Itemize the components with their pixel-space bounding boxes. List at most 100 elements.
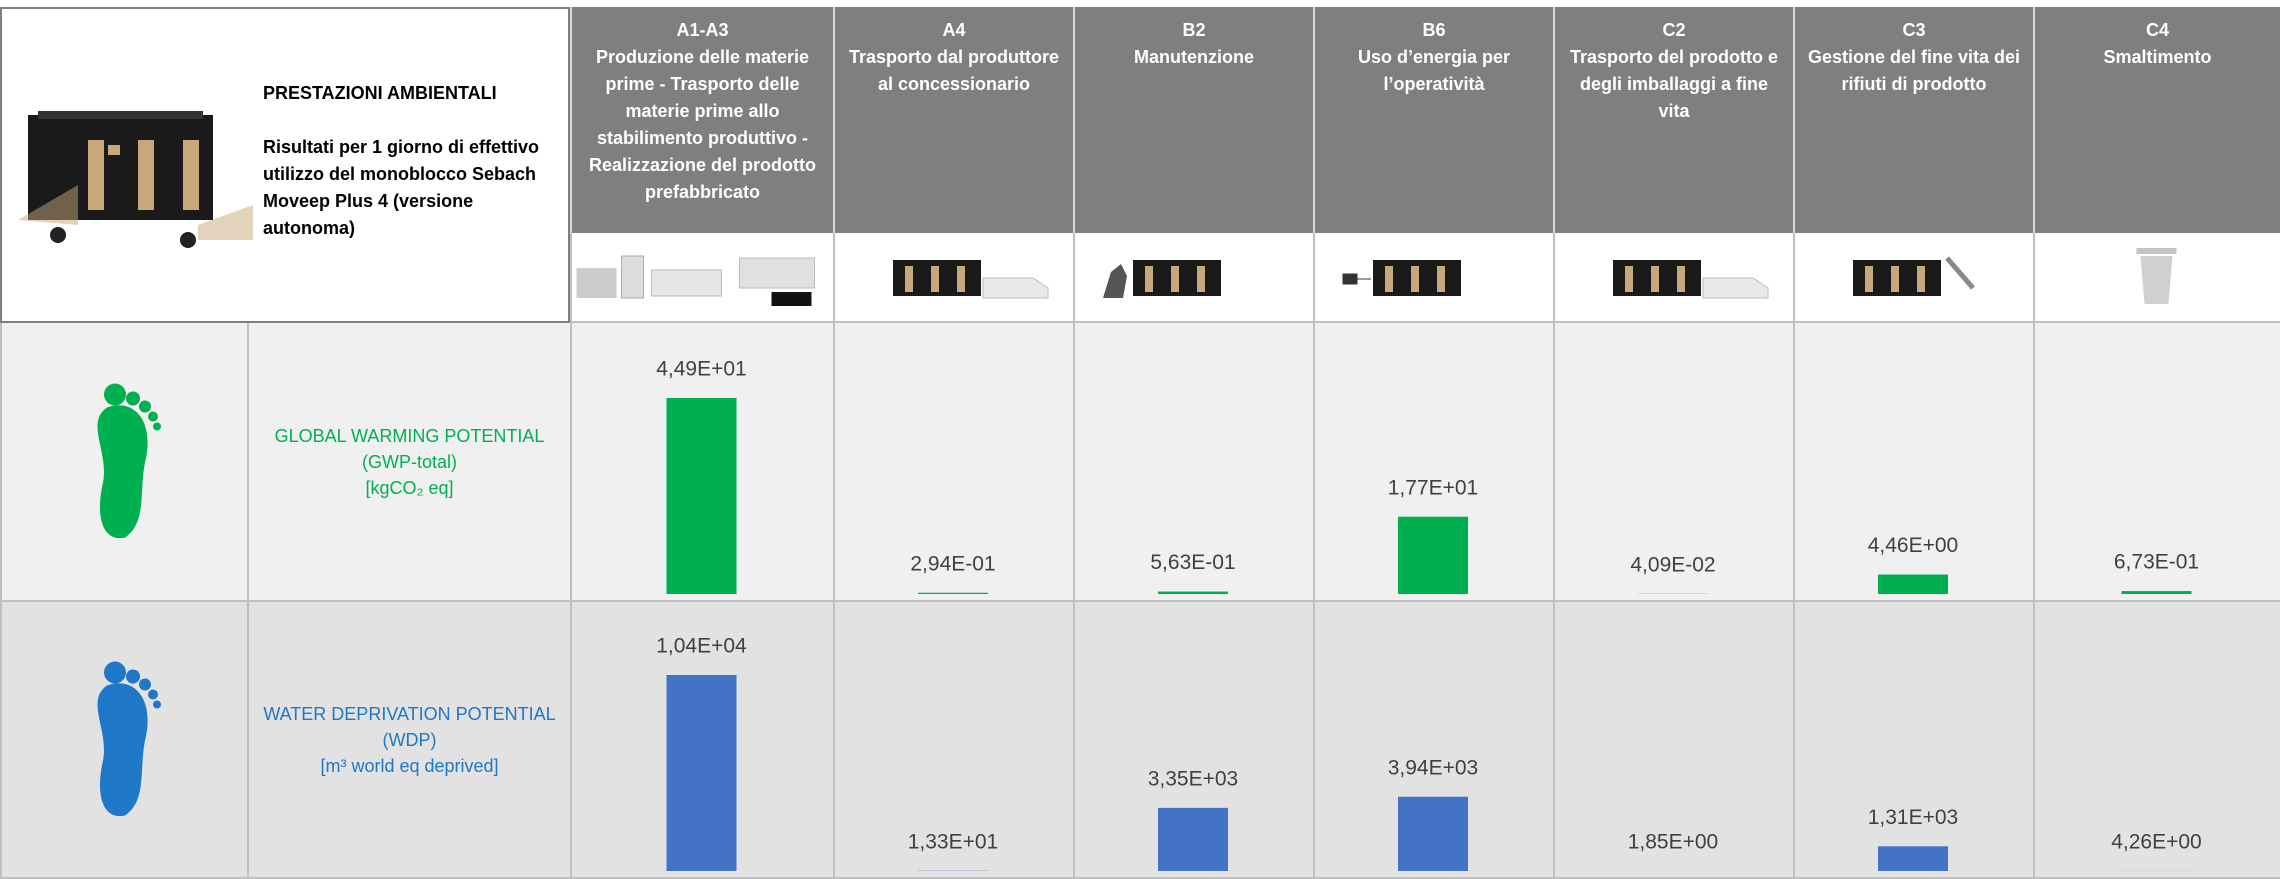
bar [1158, 591, 1228, 594]
value-cell [1313, 602, 1553, 879]
footprint-cell [0, 323, 247, 602]
stage-header: C3 Gestione del fine vita dei rifiuti di … [1793, 7, 2033, 233]
stage-name: Trasporto del prodotto e degli imballagg… [1569, 47, 1778, 121]
footprint-toe [153, 422, 161, 431]
footprint-sole [97, 405, 148, 539]
worker [1103, 264, 1127, 298]
footprint-icon [97, 661, 161, 817]
stage-code: B2 [1182, 20, 1206, 40]
door [905, 266, 913, 292]
door [1171, 266, 1179, 292]
value-cell [570, 323, 833, 602]
footprint-toe [126, 391, 140, 406]
value-cell [1553, 323, 1793, 602]
stage-icon [1853, 256, 1975, 296]
stage-code: A4 [942, 20, 966, 40]
stage-header: B2 Manutenzione [1073, 7, 1313, 233]
stage-name: Manutenzione [1134, 47, 1254, 67]
truck [982, 277, 1049, 299]
door [1411, 266, 1419, 292]
stage-header: C2 Trasporto del prodotto e degli imballa… [1553, 7, 1793, 233]
footprint-toe [104, 661, 126, 684]
indicator-label: GLOBAL WARMING POTENTIAL (GWP-total) [kgCO… [247, 323, 570, 602]
stage-code: C2 [1662, 20, 1686, 40]
value-label: 3,35E+03 [1148, 767, 1239, 790]
door [1145, 266, 1153, 292]
bin-lid [2136, 248, 2177, 254]
stage-name: Trasporto dal produttore al concessionar… [848, 47, 1059, 94]
stage-icon [1342, 260, 1461, 296]
bin-icon [2140, 256, 2173, 304]
door [1917, 266, 1925, 292]
indicator-unit: [m³ world eq deprived] [320, 755, 499, 776]
truck [1702, 277, 1769, 299]
footprint-toe [148, 411, 158, 422]
stage-header: C4 Smaltimento [2033, 7, 2280, 233]
stage-name: Uso d’energia per l’operatività [1357, 47, 1511, 94]
door [1651, 266, 1659, 292]
stage-icon [2136, 248, 2177, 304]
value-label: 2,94E-01 [910, 552, 995, 575]
header-text: PRESTAZIONI AMBIENTALI Risultati per 1 g… [263, 80, 563, 242]
value-label: 4,26E+00 [2111, 830, 2202, 853]
footprint-icon [97, 383, 161, 539]
value-cell [2033, 323, 2280, 602]
bar [1878, 574, 1948, 594]
indicator-label: WATER DEPRIVATION POTENTIAL (WDP) [m³ worl… [247, 602, 570, 879]
value-label: 1,85E+00 [1628, 831, 1719, 854]
footprint-toe [148, 689, 158, 700]
value-label: 1,77E+01 [1388, 476, 1479, 499]
door [1437, 266, 1445, 292]
value-cell [1073, 602, 1313, 879]
value-cell [1793, 323, 2033, 602]
footprint-sole [97, 683, 148, 817]
header-description: Risultati per 1 giorno di effettivo util… [263, 137, 540, 238]
indicator-abbr: (GWP-total) [361, 451, 457, 472]
value-cell [1553, 602, 1793, 879]
door [957, 266, 965, 292]
value-cell [2033, 602, 2280, 879]
value-label: 4,49E+01 [656, 358, 747, 381]
stage-header: A1-A3 Produzione delle materie prime - Tr… [570, 7, 833, 233]
plug [1342, 273, 1371, 285]
indicator-unit: [kgCO₂ eq] [365, 477, 454, 498]
footprint-toe [126, 669, 140, 684]
bar [918, 592, 988, 594]
stage-code: C3 [1902, 20, 1926, 40]
indicator-abbr: (WDP) [382, 729, 437, 750]
footprint-toe [153, 700, 161, 709]
value-label: 4,46E+00 [1868, 534, 1959, 557]
stage-code: B6 [1422, 20, 1446, 40]
door [1197, 266, 1205, 292]
footprint-toe [139, 678, 151, 691]
door [931, 266, 939, 292]
stage-icon [1613, 260, 1769, 299]
door [1891, 266, 1899, 292]
value-label: 3,94E+03 [1388, 756, 1479, 779]
value-label: 6,73E-01 [2114, 551, 2199, 574]
door [1385, 266, 1393, 292]
value-cell [570, 602, 833, 879]
bar [666, 675, 737, 871]
door [1677, 266, 1685, 292]
bar [1158, 807, 1228, 871]
module [771, 292, 812, 306]
footprint-cell [0, 602, 247, 879]
silo [621, 255, 644, 299]
value-label: 1,31E+03 [1868, 806, 1959, 829]
value-label: 1,04E+04 [656, 635, 747, 658]
value-label: 5,63E-01 [1150, 551, 1235, 574]
value-cell [1793, 602, 2033, 879]
stage-header: A4 Trasporto dal produttore al concession… [833, 7, 1073, 233]
door [1625, 266, 1633, 292]
stage-header: B6 Uso d’energia per l’operatività [1313, 7, 1553, 233]
factory [576, 268, 617, 298]
wrench [1945, 256, 1975, 290]
stage-name: Smaltimento [2103, 47, 2212, 67]
product-image [18, 111, 253, 248]
value-cell [1313, 323, 1553, 602]
value-label: 1,33E+01 [908, 830, 999, 853]
bar [1398, 516, 1468, 594]
